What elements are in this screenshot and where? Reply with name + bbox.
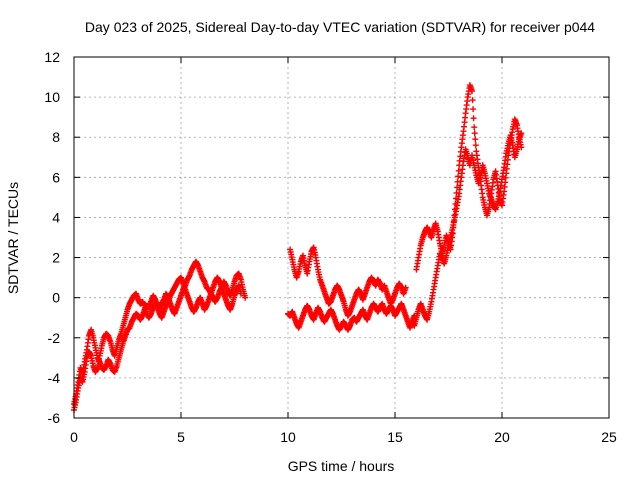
chart-title: Day 023 of 2025, Sidereal Day-to-day VTE… [85, 19, 595, 35]
x-tick-label: 5 [177, 429, 185, 445]
y-tick-label: 2 [52, 250, 60, 266]
data-point [472, 142, 479, 149]
y-tick-label: -6 [48, 410, 61, 426]
data-point [469, 97, 476, 104]
y-axis-label: SDTVAR / TECUs [5, 182, 21, 294]
data-point [470, 106, 477, 113]
y-tick-label: -4 [48, 370, 61, 386]
y-tick-labels: -6 -4 -2 0 2 4 6 8 10 12 [44, 49, 60, 426]
data-point [471, 130, 478, 137]
x-tick-label: 0 [70, 429, 78, 445]
data-point [472, 136, 479, 143]
x-tick-label: 10 [280, 429, 296, 445]
x-tick-labels: 0 5 10 15 20 25 [70, 429, 617, 445]
data-point [455, 167, 462, 174]
data-point [242, 294, 249, 301]
x-tick-label: 25 [601, 429, 617, 445]
data-point [402, 284, 409, 291]
data-point [471, 124, 478, 131]
grid-lines [74, 57, 609, 418]
x-axis-label: GPS time / hours [288, 458, 395, 474]
data-point [470, 115, 477, 122]
y-tick-label: 10 [44, 89, 60, 105]
data-point [237, 290, 244, 297]
data-points [71, 82, 525, 413]
y-tick-label: -2 [48, 330, 61, 346]
data-point [518, 130, 525, 137]
y-tick-label: 6 [52, 169, 60, 185]
data-point [469, 88, 475, 95]
axis-ticks [73, 56, 610, 419]
x-tick-label: 15 [387, 429, 403, 445]
y-tick-label: 12 [44, 49, 60, 65]
y-tick-label: 4 [52, 209, 60, 225]
x-tick-label: 20 [494, 429, 510, 445]
data-point [455, 173, 462, 180]
y-tick-label: 0 [52, 290, 60, 306]
plot-frame [73, 56, 610, 419]
y-tick-label: 8 [52, 129, 60, 145]
